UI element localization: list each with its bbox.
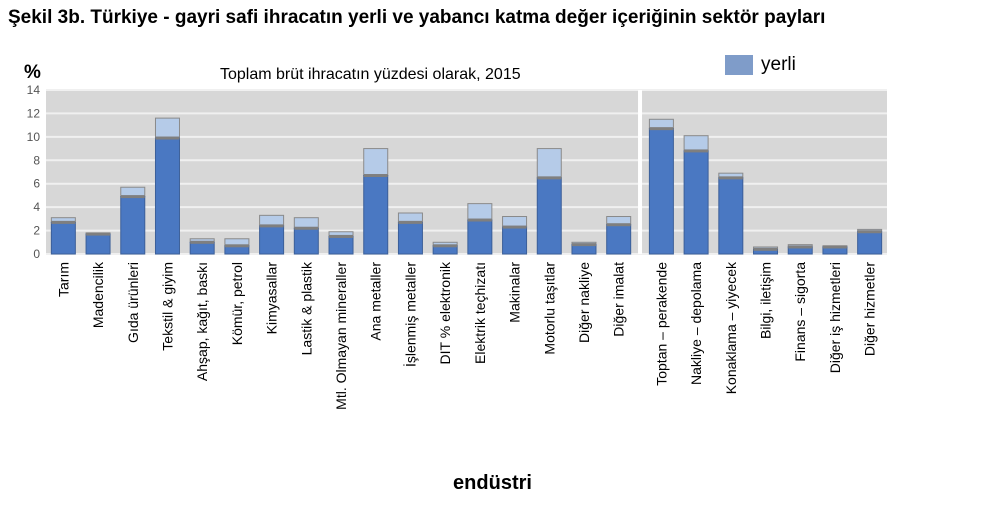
bar-band (224, 244, 249, 248)
bar-yabanci (467, 203, 493, 221)
bar-band (155, 136, 180, 140)
x-category-label: Kimyasallar (264, 262, 280, 335)
bar-band (120, 195, 145, 199)
bar-yerli (328, 235, 354, 255)
bar-band (190, 240, 215, 244)
bar-band (51, 220, 76, 224)
y-tick-label: 8 (33, 153, 40, 167)
x-category-label: Gıda ürünleri (125, 262, 141, 343)
bar-yerli (606, 224, 632, 255)
bar-yabanci (154, 117, 180, 139)
bar-band (329, 234, 354, 238)
bar-band (398, 220, 423, 224)
x-category-label: İşlenmiş metaller (401, 262, 418, 367)
x-category-label: Diğer iş hizmetleri (827, 262, 843, 373)
x-category-label: Ahşap, kağıt, baskı (194, 262, 210, 381)
bar-band (788, 245, 813, 249)
x-category-label: Konaklama – yiyecek (723, 261, 739, 394)
y-tick-label: 10 (27, 130, 41, 144)
bar-band (363, 174, 388, 178)
bar-yabanci (683, 135, 709, 152)
bar-yerli (293, 227, 319, 255)
y-tick-label: 2 (33, 224, 40, 238)
bar-band (294, 226, 319, 230)
chart-subtitle: Toplam brüt ihracatın yüzdesi olarak, 20… (220, 66, 521, 83)
bar-yerli (363, 175, 389, 255)
x-category-label: Toptan – perakende (653, 262, 669, 386)
x-category-label: Makinalar (507, 262, 523, 323)
x-category-label: Diğer imalat (611, 262, 627, 337)
bar-band (467, 218, 492, 222)
bar-yabanci (536, 148, 562, 179)
bar-band (86, 232, 111, 236)
bar-yerli (120, 196, 146, 255)
bar-yerli (857, 231, 883, 255)
bar-band (537, 176, 562, 180)
bar-yerli (189, 241, 215, 255)
x-category-label: Tekstil & giyim (159, 262, 175, 351)
legend-label-yerli: yerli (761, 54, 796, 75)
x-category-label: Tarım (55, 262, 71, 297)
figure-title: Şekil 3b. Türkiye - gayri safi ihracatın… (8, 7, 826, 28)
bar-yerli (154, 137, 180, 255)
bar-yerli (397, 221, 423, 255)
bar-yerli (467, 219, 493, 255)
bar-band (684, 149, 709, 153)
bar-band (857, 230, 882, 234)
y-tick-label: 14 (27, 83, 41, 97)
y-axis-unit: % (24, 62, 41, 83)
x-category-label: Bilgi, iletişim (758, 262, 774, 339)
bar-yabanci (502, 216, 528, 228)
x-category-label: Lastik & plastik (298, 261, 314, 355)
y-tick-label: 6 (33, 177, 40, 191)
x-axis-title: endüstri (453, 472, 532, 494)
x-category-label: Nakliye – depolama (688, 262, 704, 385)
x-category-label: Diğer hizmetler (862, 262, 878, 356)
x-category-label: Mtl. Olmayan mineraller (333, 262, 349, 410)
bar-yerli (718, 177, 744, 255)
bar-yabanci (293, 217, 319, 229)
bar-band (606, 223, 631, 227)
bar-yerli (648, 128, 674, 255)
bar-yerli (683, 150, 709, 255)
bar-band (502, 225, 527, 229)
bar-band (753, 247, 778, 251)
bar-yerli (50, 221, 76, 255)
x-category-label: Diğer nakliye (576, 262, 592, 343)
x-category-label: Elektrik teçhizatı (472, 262, 488, 364)
bar-band (259, 224, 284, 228)
group-separator (638, 90, 643, 254)
y-tick-label: 4 (33, 200, 40, 214)
x-category-label: DIT % elektronik (437, 261, 453, 364)
x-category-label: Ana metaller (368, 262, 384, 341)
plot-area (46, 90, 887, 254)
x-category-label: Kömür, petrol (229, 262, 245, 345)
bar-yerli (536, 177, 562, 255)
legend-swatch-yerli (725, 55, 753, 75)
bar-band (571, 243, 596, 247)
bar-band (649, 127, 674, 131)
bar-yerli (85, 233, 111, 255)
bar-band (433, 244, 458, 248)
bar-yerli (259, 225, 285, 255)
y-tick-label: 12 (27, 106, 41, 120)
bar-yerli (502, 226, 528, 255)
y-tick-label: 0 (33, 247, 40, 261)
bar-yabanci (259, 214, 285, 227)
x-category-label: Motorlu taşıtlar (541, 262, 557, 355)
bar-band (718, 176, 743, 180)
x-category-label: Madencilik (90, 261, 106, 328)
x-category-label: Finans – sigorta (792, 262, 808, 362)
bar-yabanci (363, 148, 389, 177)
bar-band (822, 245, 847, 249)
legend: yerli (725, 54, 796, 76)
